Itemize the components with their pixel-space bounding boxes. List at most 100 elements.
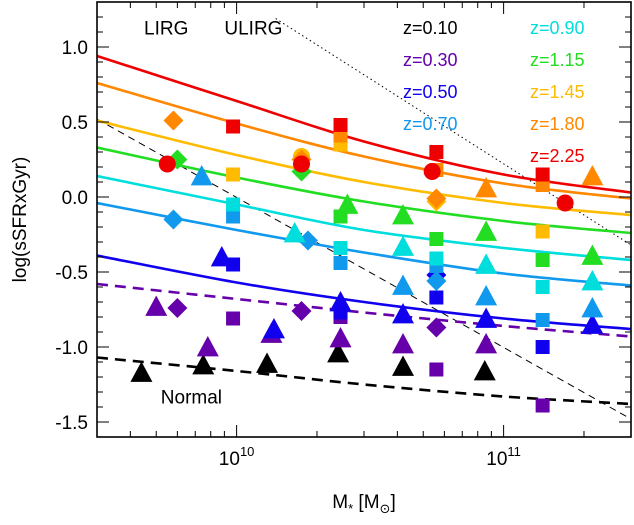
data-point-z115-triangle-3 xyxy=(336,193,359,214)
x-tick-label: 1010 xyxy=(219,444,255,470)
data-point-z070-triangle-10 xyxy=(581,297,604,318)
legend-entry-z180: z=1.80 xyxy=(530,114,585,134)
data-point-z050-triangle-8 xyxy=(475,307,498,328)
data-point-z090-square-4 xyxy=(429,251,444,266)
y-tick-label: -1.5 xyxy=(55,413,88,434)
data-point-z070-square-9 xyxy=(535,313,550,327)
data-point-z030-square-10 xyxy=(429,362,444,377)
data-point-z225-square-4 xyxy=(429,145,444,159)
data-point-z030-diamond-9 xyxy=(426,317,447,338)
region-label-lirg: LIRG xyxy=(144,19,188,40)
data-point-z050-triangle-5 xyxy=(392,303,415,324)
data-point-z050-square-9 xyxy=(535,340,550,354)
data-point-z180-diamond-0 xyxy=(163,110,184,131)
data-point-z225-square-1 xyxy=(226,119,241,134)
legend-entry-z070: z=0.70 xyxy=(403,114,458,134)
y-tick-label: 1.0 xyxy=(62,38,88,59)
data-point-z030-diamond-1 xyxy=(167,298,188,318)
legend-entry-z115: z=1.15 xyxy=(530,50,585,70)
data-point-z050-square-4 xyxy=(333,305,348,320)
data-point-z010-triangle-3 xyxy=(327,342,350,363)
data-point-z010-triangle-5 xyxy=(473,360,496,381)
y-tick-label: -0.5 xyxy=(55,263,88,284)
data-point-z010-triangle-2 xyxy=(256,352,279,373)
model-curve-z090 xyxy=(97,174,631,262)
data-point-z010-triangle-1 xyxy=(192,354,215,375)
x-tick-label: 1011 xyxy=(486,444,521,470)
data-point-z030-triangle-2 xyxy=(196,336,219,357)
data-point-z070-square-4 xyxy=(333,256,348,270)
x-axis-label: M* [M⊙] xyxy=(332,492,395,516)
legend-entry-z225: z=2.25 xyxy=(530,146,585,166)
data-point-z050-square-7 xyxy=(429,290,444,305)
data-point-z070-diamond-7 xyxy=(426,271,447,291)
data-point-z070-triangle-5 xyxy=(392,274,415,295)
x-tick-base: 10 xyxy=(219,449,240,470)
data-point-z050-square-1 xyxy=(226,257,241,272)
data-point-z030-triangle-8 xyxy=(392,333,415,354)
data-point-z115-square-5 xyxy=(429,232,444,246)
x-axis-label-part: * xyxy=(348,501,353,516)
data-point-z090-triangle-3 xyxy=(392,235,415,256)
data-point-z090-square-6 xyxy=(535,280,550,294)
data-point-z145-square-4 xyxy=(535,224,550,239)
model-curve-z030 xyxy=(97,282,631,338)
x-axis-label-part: [M xyxy=(353,492,379,513)
data-point-z180-diamond-4 xyxy=(426,188,447,209)
data-point-z090-square-2 xyxy=(333,241,348,255)
legend-entry-z090: z=0.90 xyxy=(530,18,585,38)
model-curve-z070 xyxy=(97,201,631,287)
data-point-z030-triangle-7 xyxy=(329,327,352,348)
data-point-z030-square-3 xyxy=(226,311,241,326)
data-point-z010-triangle-4 xyxy=(392,355,415,376)
data-point-z115-square-7 xyxy=(535,253,550,267)
data-point-z225-circle-0 xyxy=(158,155,176,173)
data-point-z115-triangle-4 xyxy=(392,204,415,225)
y-tick-label: 0.0 xyxy=(62,188,88,209)
model-curve-z145 xyxy=(97,119,631,217)
x-tick-exponent: 11 xyxy=(507,444,521,459)
data-point-z050-triangle-2 xyxy=(262,318,285,339)
data-point-z010-triangle-0 xyxy=(130,361,153,382)
legend-entry-z145: z=1.45 xyxy=(530,82,585,102)
legend-entry-z050: z=0.50 xyxy=(403,82,458,102)
data-point-z070-triangle-1 xyxy=(190,165,213,186)
region-label-ulirg: ULIRG xyxy=(224,19,282,40)
data-point-z090-triangle-7 xyxy=(581,270,604,291)
data-point-z225-circle-5 xyxy=(423,163,441,180)
data-point-z030-triangle-0 xyxy=(145,295,168,316)
data-point-z225-circle-7 xyxy=(556,194,574,212)
x-tick-exponent: 10 xyxy=(240,444,254,459)
data-point-z030-square-12 xyxy=(535,398,550,413)
data-point-z115-triangle-6 xyxy=(475,220,498,241)
data-point-z070-square-2 xyxy=(226,209,241,224)
data-point-z180-triangle-5 xyxy=(475,177,498,198)
data-point-z070-triangle-8 xyxy=(475,285,498,306)
data-point-z090-triangle-1 xyxy=(283,222,306,243)
y-tick-label: 0.5 xyxy=(62,113,88,134)
data-point-z090-square-0 xyxy=(226,197,241,212)
data-point-z180-triangle-7 xyxy=(581,165,604,186)
data-point-z225-square-3 xyxy=(333,118,348,132)
y-axis-label: log(sSFRxGyr) xyxy=(10,157,31,283)
data-point-z115-triangle-8 xyxy=(581,244,604,265)
x-axis-label-part: ⊙ xyxy=(380,501,391,516)
data-point-z070-diamond-3 xyxy=(297,230,318,251)
region-label-normal: Normal xyxy=(161,388,222,409)
threshold-line-lirg xyxy=(97,118,631,420)
x-axis-label-part: ] xyxy=(390,492,395,513)
data-point-z145-square-0 xyxy=(226,167,241,182)
x-tick-base: 10 xyxy=(486,449,507,470)
data-point-z225-circle-2 xyxy=(292,155,310,173)
data-point-z050-triangle-10 xyxy=(581,313,604,334)
x-axis-label-part: M xyxy=(332,492,348,513)
data-point-z030-triangle-11 xyxy=(475,333,498,354)
data-point-z070-diamond-0 xyxy=(163,209,184,230)
data-point-z030-diamond-5 xyxy=(291,301,312,321)
legend-entry-z030: z=0.30 xyxy=(403,50,458,70)
y-tick-label: -1.0 xyxy=(55,338,88,359)
legend-entry-z010: z=0.10 xyxy=(403,18,458,38)
data-point-z225-square-6 xyxy=(535,167,550,182)
